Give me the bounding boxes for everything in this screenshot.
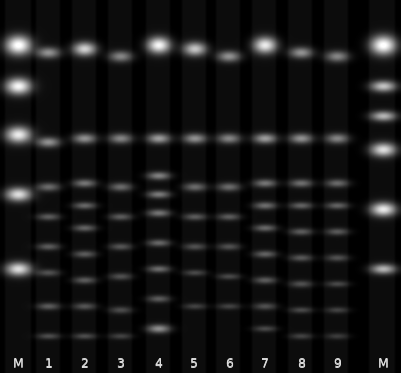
Text: 6: 6 [225, 358, 233, 371]
Text: M: M [13, 357, 23, 370]
Text: 4: 4 [154, 358, 162, 371]
Text: 2: 2 [80, 357, 88, 370]
Text: 9: 9 [333, 357, 341, 370]
Text: 5: 5 [190, 358, 198, 371]
Text: 6: 6 [225, 357, 233, 370]
Text: 7: 7 [261, 358, 269, 371]
Text: 8: 8 [297, 357, 305, 370]
Text: 3: 3 [116, 357, 124, 370]
Text: 1: 1 [44, 358, 52, 371]
Text: 5: 5 [190, 357, 198, 370]
Text: 9: 9 [333, 358, 341, 371]
Text: 1: 1 [44, 357, 52, 370]
Text: 8: 8 [297, 358, 305, 371]
Text: 3: 3 [116, 358, 124, 371]
Text: M: M [378, 357, 388, 370]
Text: 7: 7 [261, 357, 269, 370]
Text: 2: 2 [80, 358, 88, 371]
Text: M: M [13, 358, 23, 371]
Text: 4: 4 [154, 357, 162, 370]
Text: M: M [378, 358, 388, 371]
